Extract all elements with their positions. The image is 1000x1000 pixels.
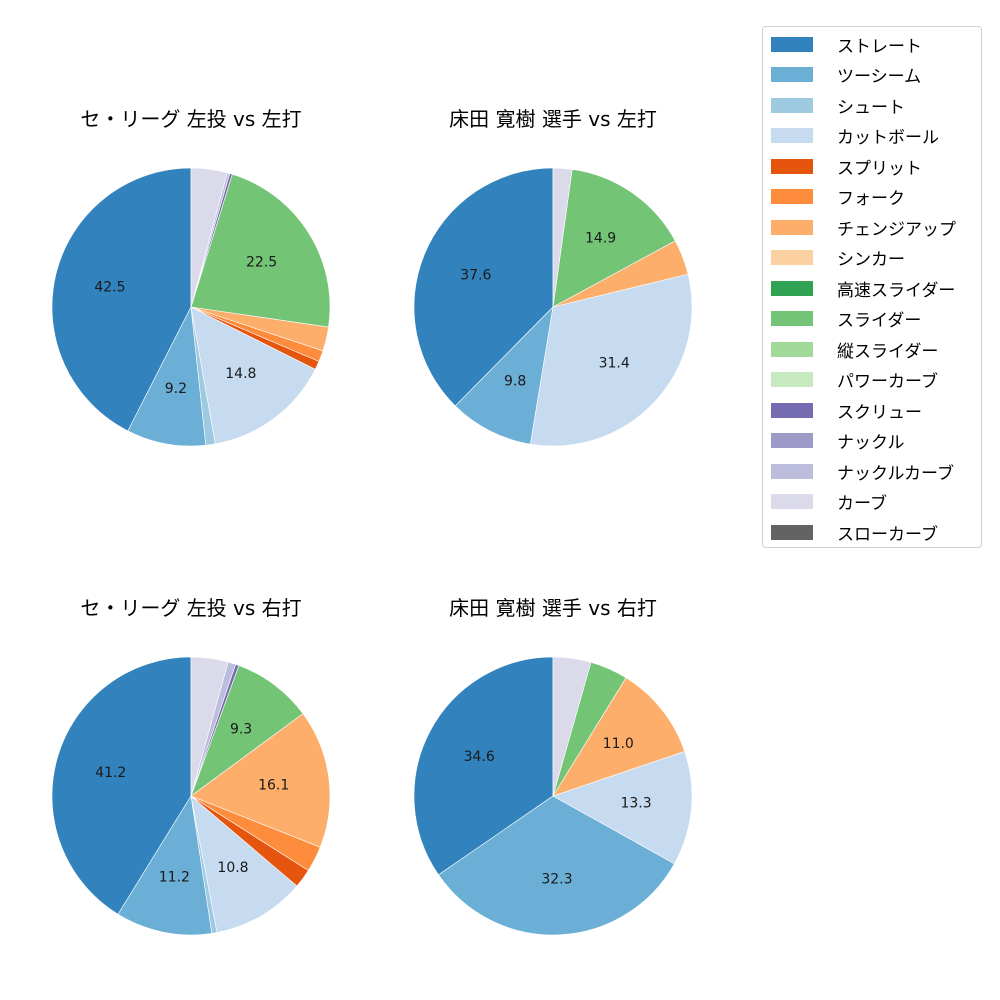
pie-value-label: 22.5	[246, 255, 277, 271]
chart-title-bottom-left: セ・リーグ 左投 vs 右打	[80, 596, 302, 620]
pie-value-label: 31.4	[599, 356, 630, 372]
pie-value-label: 9.2	[165, 381, 187, 397]
legend-swatch	[771, 280, 813, 296]
legend-swatch	[771, 372, 813, 387]
legend-item: スプリット	[771, 156, 922, 179]
legend-swatch	[771, 463, 813, 479]
legend-item: シュート	[771, 95, 905, 118]
legend-label: シュート	[837, 97, 905, 118]
legend-swatch	[771, 433, 813, 448]
legend-swatch	[771, 341, 813, 357]
pie-slice-カーブ	[190, 656, 229, 797]
legend-item: ツーシーム	[771, 65, 922, 87]
legend-swatch	[771, 97, 813, 113]
legend-item: ナックル	[771, 431, 905, 453]
legend-swatch	[771, 67, 813, 82]
pie-slice-カーブ	[552, 167, 573, 308]
legend-swatch	[771, 311, 813, 326]
pie-slice-ストレート	[51, 167, 192, 432]
legend-item: スライダー	[771, 309, 922, 331]
legend-label: パワーカーブ	[837, 372, 938, 392]
legend-item: フォーク	[771, 187, 905, 209]
legend-label: フォーク	[837, 189, 905, 209]
legend-label: 縦スライダー	[837, 341, 939, 362]
legend-item: ナックルカーブ	[771, 461, 954, 484]
legend-label: カットボール	[837, 128, 939, 148]
pie-slice-スライダー	[552, 168, 676, 308]
legend-label: スプリット	[837, 158, 922, 179]
pie-slice-ツーシーム	[438, 795, 675, 936]
legend-label: ツーシーム	[837, 67, 922, 87]
legend-item: パワーカーブ	[771, 370, 938, 392]
pie-value-label: 42.5	[94, 280, 125, 296]
pie-slice-ツーシーム	[454, 306, 554, 445]
pie-slice-スライダー	[190, 173, 331, 328]
pie-value-label: 16.1	[258, 777, 289, 793]
legend-label: スライダー	[837, 311, 922, 331]
pie-value-label: 13.3	[620, 796, 651, 812]
legend: ストレートツーシームシュートカットボール スプリットフォークチェンジアップ シンカー…	[762, 26, 982, 548]
pie-slice-スライダー	[190, 665, 304, 797]
legend-swatch	[771, 494, 813, 509]
pie-value-label: 37.6	[460, 267, 491, 283]
pie-value-label: 32.3	[541, 871, 572, 887]
chart-title-top-left: セ・リーグ 左投 vs 左打	[80, 107, 302, 131]
pie-value-label: 9.8	[504, 373, 526, 389]
legend-label: 高速スライダー	[837, 280, 956, 301]
legend-label: チェンジアップ	[837, 219, 956, 240]
pie-slice-ツーシーム	[127, 305, 207, 447]
legend-label: シンカー	[837, 250, 905, 270]
pie-slice-カットボール	[530, 273, 693, 447]
legend-label: ナックルカーブ	[837, 463, 954, 484]
legend-label: スクリュー	[837, 402, 922, 423]
pie-value-label: 34.6	[464, 749, 495, 765]
pie-slice-チェンジアップ	[552, 677, 686, 797]
legend-item: 高速スライダー	[771, 278, 956, 301]
pie-value-label: 11.0	[603, 736, 634, 752]
legend-item: スクリュー	[771, 400, 922, 423]
legend-item: カットボール	[771, 126, 939, 148]
pie-slice-カーブ	[190, 167, 228, 308]
legend-item: スローカーブ	[771, 522, 938, 545]
legend-item: 縦スライダー	[771, 339, 939, 362]
pie-value-label: 11.2	[159, 870, 190, 886]
legend-item: チェンジアップ	[771, 217, 956, 240]
pie-slice-ツーシーム	[117, 795, 213, 936]
pie-slice-カットボール	[190, 795, 298, 933]
pie-value-label: 41.2	[95, 765, 126, 781]
pie-slice-ストレート	[413, 167, 554, 407]
legend-swatch	[771, 250, 813, 265]
legend-label: ナックル	[837, 433, 905, 453]
legend-label: ストレート	[837, 36, 922, 57]
legend-swatch	[771, 524, 813, 540]
pie-slice-カットボール	[190, 306, 316, 445]
legend-swatch	[771, 189, 813, 204]
legend-label: カーブ	[837, 494, 887, 514]
pie-value-label: 14.8	[225, 366, 256, 382]
legend-swatch	[771, 128, 813, 143]
legend-swatch	[771, 36, 813, 52]
legend-swatch	[771, 402, 813, 418]
legend-swatch	[771, 219, 813, 235]
pie-value-label: 10.8	[217, 860, 248, 876]
pie-slice-カットボール	[552, 751, 693, 865]
legend-item: カーブ	[771, 492, 887, 514]
pie-value-label: 14.9	[585, 230, 616, 246]
pie-slice-ストレート	[51, 656, 192, 915]
pie-slice-チェンジアップ	[190, 713, 331, 848]
chart-title-top-right: 床田 寛樹 選手 vs 左打	[449, 107, 657, 131]
legend-item: シンカー	[771, 248, 905, 270]
legend-item: ストレート	[771, 34, 922, 57]
pie-value-label: 9.3	[230, 721, 252, 737]
pie-slice-カーブ	[552, 656, 592, 797]
legend-label: スローカーブ	[837, 524, 938, 545]
legend-swatch	[771, 158, 813, 174]
chart-title-bottom-right: 床田 寛樹 選手 vs 右打	[449, 596, 657, 620]
pie-slice-ストレート	[413, 656, 554, 876]
